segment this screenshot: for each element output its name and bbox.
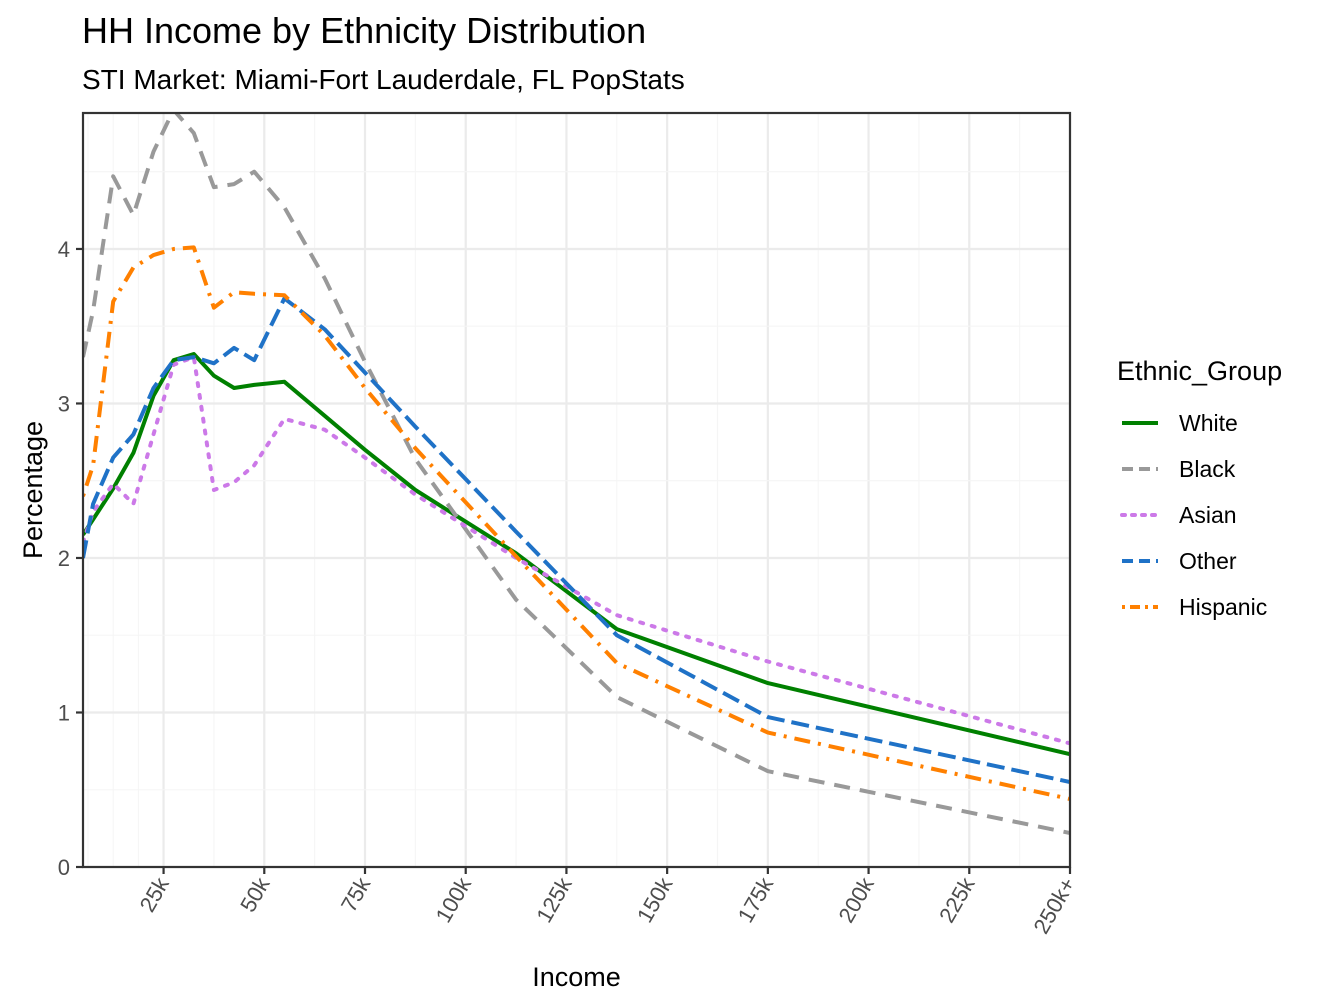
y-axis: 0 1 2 3 4 xyxy=(58,237,83,880)
legend-label-asian: Asian xyxy=(1179,502,1237,528)
x-tick-label: 100k xyxy=(431,872,477,927)
series-line-black xyxy=(83,113,1070,835)
y-axis-title: Percentage xyxy=(18,421,48,559)
plot-background xyxy=(83,113,1070,867)
legend-label-hispanic: Hispanic xyxy=(1179,594,1267,620)
x-tick-label: 225k xyxy=(934,872,980,927)
legend-label-other: Other xyxy=(1179,548,1237,574)
x-tick-label: 250k+ xyxy=(1028,873,1080,938)
y-tick-label: 2 xyxy=(58,546,70,571)
series-lines xyxy=(83,113,1070,835)
x-tick-label: 150k xyxy=(632,872,678,927)
series-line-white xyxy=(83,352,1070,757)
y-tick-label: 0 xyxy=(58,855,70,880)
chart-subtitle: STI Market: Miami-Fort Lauderdale, FL Po… xyxy=(82,64,685,95)
x-tick-label: 125k xyxy=(531,872,577,927)
y-tick-label: 3 xyxy=(58,391,70,416)
y-tick-label: 4 xyxy=(58,237,70,262)
x-tick-label: 200k xyxy=(833,872,879,927)
legend-label-black: Black xyxy=(1179,456,1236,482)
x-axis-title: Income xyxy=(532,962,621,992)
series-line-hispanic xyxy=(83,245,1070,801)
x-tick-label: 25k xyxy=(135,872,175,916)
series-line-asian xyxy=(83,355,1070,746)
series-line-other xyxy=(83,296,1070,784)
legend-label-white: White xyxy=(1179,410,1238,436)
panel-frame xyxy=(81,111,1072,869)
x-tick-label: 50k xyxy=(235,872,275,916)
x-tick-label: 175k xyxy=(733,872,779,927)
x-tick-label: 75k xyxy=(336,872,376,916)
panel-border xyxy=(81,111,1072,869)
y-tick-label: 1 xyxy=(58,700,70,725)
plot-panel xyxy=(83,113,1070,867)
legend-title: Ethnic_Group xyxy=(1117,356,1282,386)
x-axis: 25k 50k 75k 100k 125k 150k 175k 200k 225k 250k+ xyxy=(135,867,1080,938)
chart-title: HH Income by Ethnicity Distribution xyxy=(82,10,647,51)
legend: Ethnic_Group White Black Asian Other Hispani… xyxy=(1117,356,1282,620)
